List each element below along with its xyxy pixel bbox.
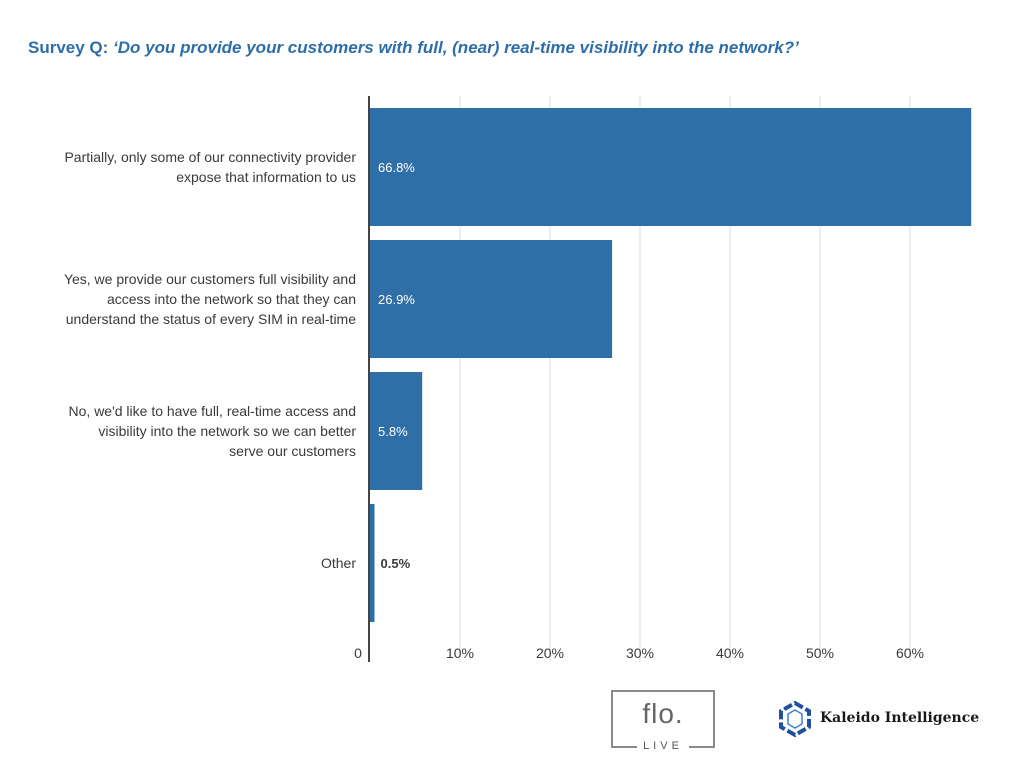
chart-title-question: ‘Do you provide your customers with full… (113, 38, 799, 57)
category-label-2-1: visibility into the network so we can be… (98, 423, 356, 439)
data-label-0: 66.8% (378, 160, 415, 175)
category-label-2-2: serve our customers (229, 443, 356, 459)
x-tick-label-50: 50% (806, 645, 834, 661)
flo-live-logo: flo. LIVE (611, 690, 715, 752)
flo-logo-text: flo. (642, 698, 684, 729)
category-label-1-2: understand the status of every SIM in re… (66, 311, 356, 327)
x-tick-label-40: 40% (716, 645, 744, 661)
data-label-1: 26.9% (378, 292, 415, 307)
bar-0 (370, 108, 972, 226)
data-label-3: 0.5% (381, 556, 411, 571)
category-label-1-1: access into the network so that they can (107, 291, 356, 307)
category-label-3-0: Other (321, 555, 356, 571)
chart-title: Survey Q: ‘Do you provide your customers… (28, 38, 799, 58)
chart-title-lead: Survey Q: (28, 38, 114, 57)
kaleido-intelligence-logo: Kaleido Intelligence (776, 700, 986, 738)
category-label-1-0: Yes, we provide our customers full visib… (64, 271, 356, 287)
category-label-0-1: expose that information to us (176, 169, 356, 185)
category-label-0-0: Partially, only some of our connectivity… (64, 149, 356, 165)
category-label-2-0: No, we'd like to have full, real-time ac… (69, 403, 356, 419)
x-tick-label-0: 0 (354, 645, 362, 661)
data-label-2: 5.8% (378, 424, 408, 439)
bar-2 (370, 372, 423, 490)
x-tick-label-60: 60% (896, 645, 924, 661)
kaleido-logo-text: Kaleido Intelligence (820, 710, 980, 726)
hexagon-icon (779, 700, 811, 738)
x-tick-label-30: 30% (626, 645, 654, 661)
x-tick-label-20: 20% (536, 645, 564, 661)
bar-chart: 66.8% Partially, only some of our connect… (64, 96, 972, 662)
x-tick-label-10: 10% (446, 645, 474, 661)
bar-3 (370, 504, 375, 622)
bar-1 (370, 240, 613, 358)
flo-logo-subtext: LIVE (637, 740, 689, 752)
